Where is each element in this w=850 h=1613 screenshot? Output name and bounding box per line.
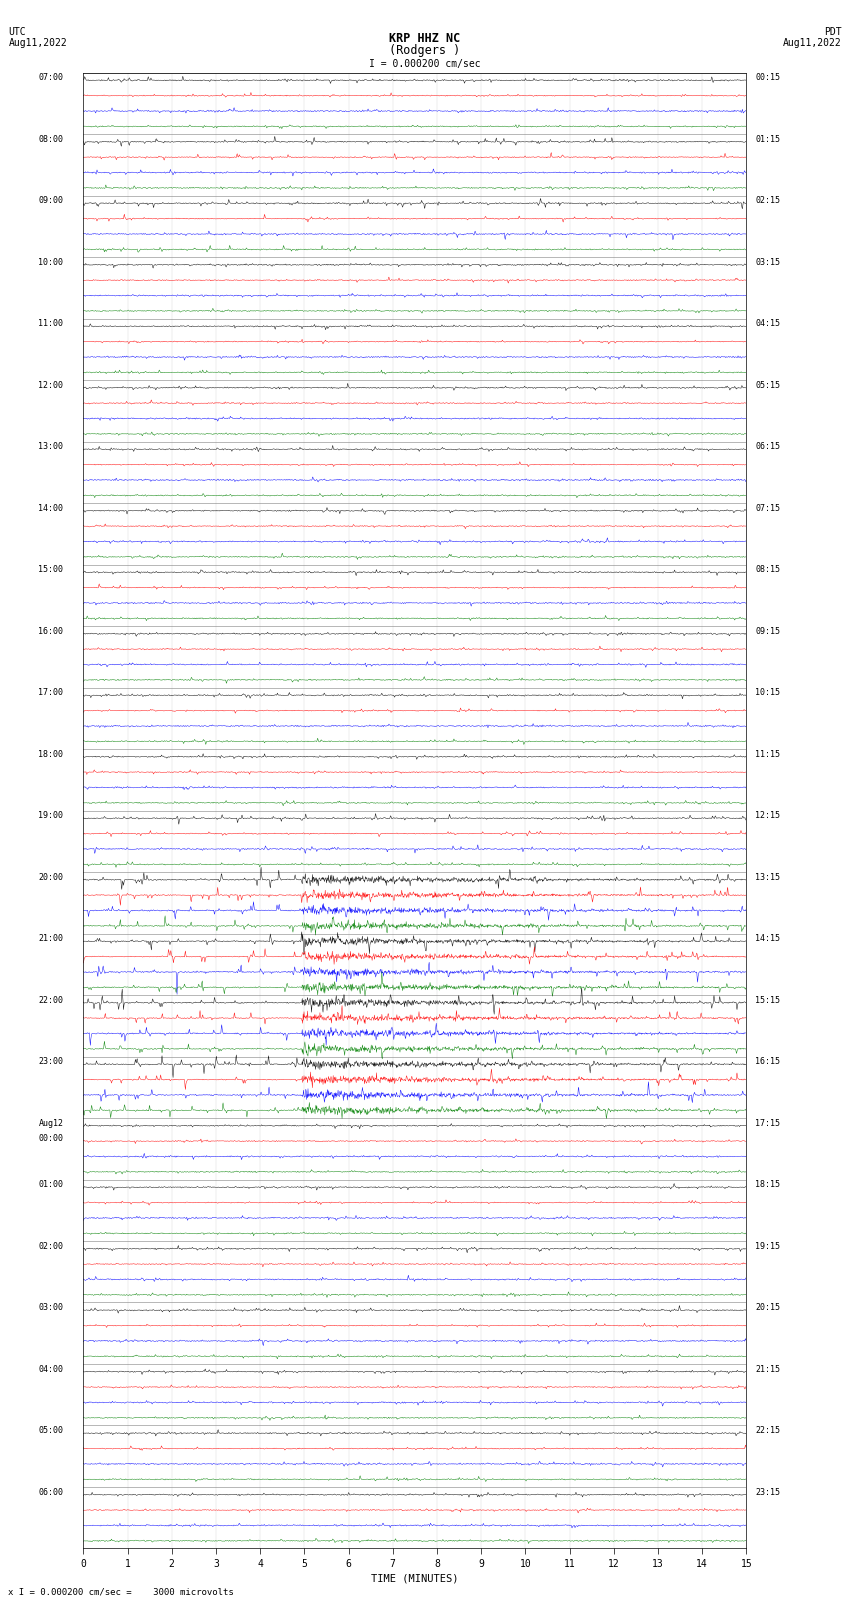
Text: 19:15: 19:15 [755,1242,780,1250]
Text: 11:15: 11:15 [755,750,780,758]
Text: 08:00: 08:00 [38,135,64,144]
Text: 01:15: 01:15 [755,135,780,144]
Text: Aug11,2022: Aug11,2022 [783,39,842,48]
Text: 14:00: 14:00 [38,503,64,513]
Text: 23:00: 23:00 [38,1057,64,1066]
Text: 07:00: 07:00 [38,73,64,82]
Text: 10:15: 10:15 [755,689,780,697]
Text: 19:00: 19:00 [38,811,64,821]
Text: 06:15: 06:15 [755,442,780,452]
Text: I = 0.000200 cm/sec: I = 0.000200 cm/sec [369,58,481,69]
Text: 00:15: 00:15 [755,73,780,82]
Text: PDT: PDT [824,27,842,37]
Text: 02:00: 02:00 [38,1242,64,1250]
Text: 04:00: 04:00 [38,1365,64,1374]
Text: 23:15: 23:15 [755,1487,780,1497]
Text: 10:00: 10:00 [38,258,64,266]
Text: UTC: UTC [8,27,26,37]
Text: 13:15: 13:15 [755,873,780,882]
Text: Aug12: Aug12 [38,1119,64,1127]
Text: 12:15: 12:15 [755,811,780,821]
Text: 20:00: 20:00 [38,873,64,882]
Text: 00:00: 00:00 [38,1134,64,1144]
Text: 16:00: 16:00 [38,627,64,636]
Text: 21:15: 21:15 [755,1365,780,1374]
Text: 06:00: 06:00 [38,1487,64,1497]
Text: 14:15: 14:15 [755,934,780,944]
Text: 09:15: 09:15 [755,627,780,636]
Text: 16:15: 16:15 [755,1057,780,1066]
Text: 09:00: 09:00 [38,197,64,205]
Text: 07:15: 07:15 [755,503,780,513]
Text: 22:15: 22:15 [755,1426,780,1436]
Text: 18:15: 18:15 [755,1181,780,1189]
Text: 15:00: 15:00 [38,565,64,574]
Text: 08:15: 08:15 [755,565,780,574]
Text: 17:15: 17:15 [755,1119,780,1127]
Text: Aug11,2022: Aug11,2022 [8,39,67,48]
Text: 05:00: 05:00 [38,1426,64,1436]
Text: 15:15: 15:15 [755,995,780,1005]
Text: 01:00: 01:00 [38,1181,64,1189]
Text: 13:00: 13:00 [38,442,64,452]
Text: 11:00: 11:00 [38,319,64,329]
Text: 05:15: 05:15 [755,381,780,390]
Text: (Rodgers ): (Rodgers ) [389,44,461,58]
Text: 12:00: 12:00 [38,381,64,390]
Text: 17:00: 17:00 [38,689,64,697]
Text: 18:00: 18:00 [38,750,64,758]
Text: 22:00: 22:00 [38,995,64,1005]
Text: 02:15: 02:15 [755,197,780,205]
Text: 20:15: 20:15 [755,1303,780,1313]
Text: KRP HHZ NC: KRP HHZ NC [389,32,461,45]
Text: 03:00: 03:00 [38,1303,64,1313]
Text: 04:15: 04:15 [755,319,780,329]
Text: 03:15: 03:15 [755,258,780,266]
Text: x I = 0.000200 cm/sec =    3000 microvolts: x I = 0.000200 cm/sec = 3000 microvolts [8,1587,235,1597]
X-axis label: TIME (MINUTES): TIME (MINUTES) [371,1573,458,1582]
Text: 21:00: 21:00 [38,934,64,944]
